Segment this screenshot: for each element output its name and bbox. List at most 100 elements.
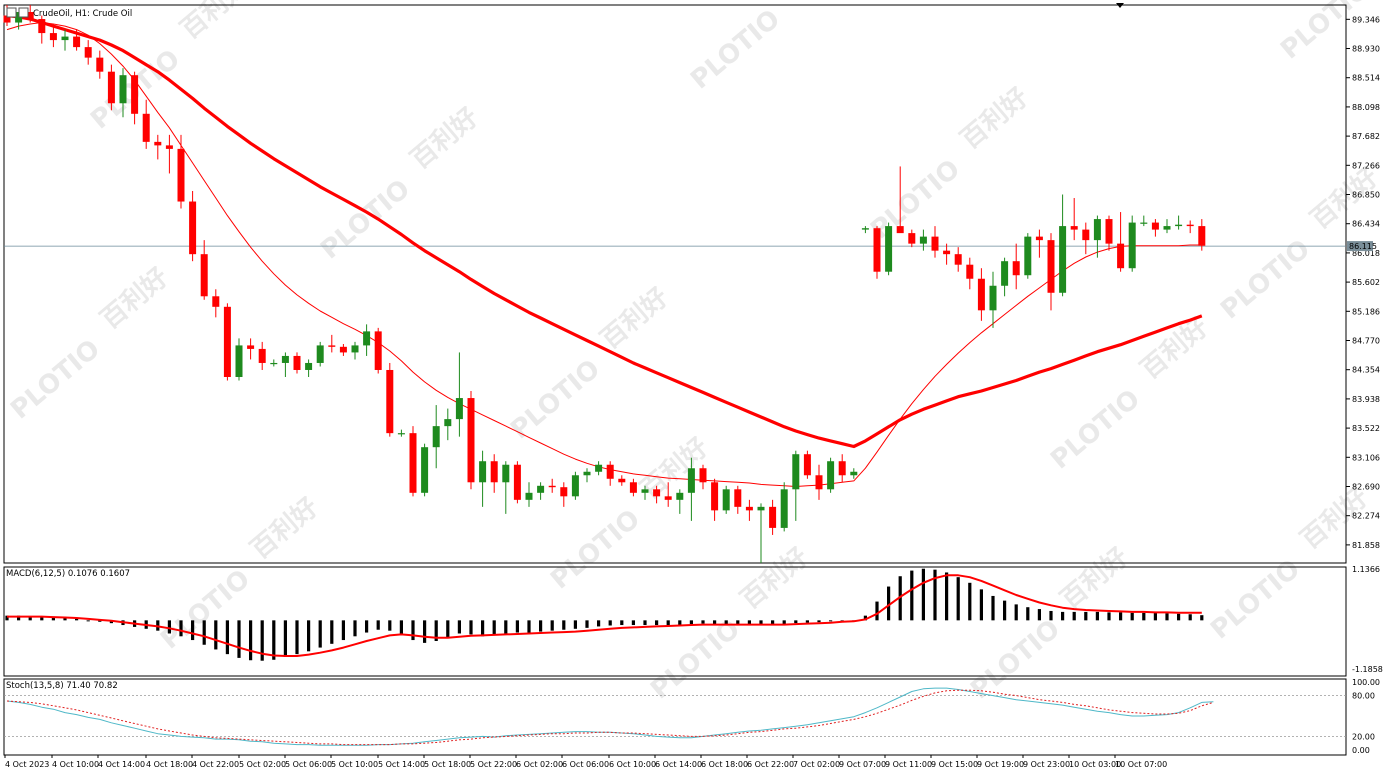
candle-body xyxy=(954,254,962,265)
macd-bar xyxy=(945,572,949,621)
x-tick-label: 7 Oct 02:00 xyxy=(793,760,840,769)
candle-body xyxy=(3,15,11,23)
watermark-brand: PLOTIO xyxy=(315,174,416,265)
watermark-layer: PLOTIO百利好PLOTIO百利好PLOTIO百利好PLOTIO百利好PLOT… xyxy=(5,0,1384,705)
macd-bar xyxy=(921,568,925,621)
y-tick-label: 87.682 xyxy=(1352,132,1380,141)
macd-bar xyxy=(1072,611,1076,621)
watermark-brand: PLOTIO xyxy=(965,614,1066,705)
candle-body xyxy=(966,264,974,279)
x-tick-label: 9 Oct 11:00 xyxy=(885,760,932,769)
x-tick-label: 6 Oct 02:00 xyxy=(516,760,563,769)
macd-bar xyxy=(620,620,624,626)
y-tick-label: 86.018 xyxy=(1352,249,1380,258)
macd-bar xyxy=(75,618,79,621)
candle-body xyxy=(803,454,811,476)
candle-body xyxy=(919,236,927,244)
candle-body xyxy=(537,485,545,493)
candle-body xyxy=(316,345,324,363)
macd-bar xyxy=(817,620,821,623)
macd-bar xyxy=(179,620,183,637)
candle-body xyxy=(154,141,162,146)
candle-body xyxy=(1024,236,1032,276)
macd-bar xyxy=(1188,614,1192,621)
x-tick-label: 4 Oct 18:00 xyxy=(146,760,193,769)
symbol-icon xyxy=(18,7,29,18)
macd-bar xyxy=(829,620,833,622)
candle-body xyxy=(26,12,34,20)
candle-body xyxy=(1105,219,1113,244)
watermark-cn: 百利好 xyxy=(245,492,324,565)
macd-bar xyxy=(504,620,508,634)
candle-body xyxy=(374,331,382,370)
candle-body xyxy=(676,492,684,500)
macd-bar xyxy=(747,620,751,625)
macd-bar xyxy=(214,620,218,650)
candle-body xyxy=(467,398,475,483)
x-tick-label: 10 Oct 07:00 xyxy=(1115,760,1167,769)
macd-bar xyxy=(365,620,369,633)
x-tick-label: 6 Oct 22:00 xyxy=(747,760,794,769)
candle-body xyxy=(1047,240,1055,293)
candle-body xyxy=(687,468,695,493)
macd-bar xyxy=(1107,612,1111,621)
candle-body xyxy=(96,57,104,72)
candle-body xyxy=(513,464,521,500)
candle-body xyxy=(618,478,626,483)
macd-bar xyxy=(481,620,485,637)
macd-bar xyxy=(597,620,601,627)
ma-fast-line xyxy=(6,22,1202,487)
candle-body xyxy=(281,355,289,363)
macd-bar xyxy=(63,617,67,621)
candle-body xyxy=(1140,222,1148,224)
candle-body xyxy=(571,475,579,497)
candle-body xyxy=(490,461,498,483)
candle-body xyxy=(548,485,556,488)
candle-body xyxy=(339,346,347,353)
y-tick-label: 82.690 xyxy=(1352,482,1380,491)
candle-body xyxy=(757,506,765,511)
macd-bar xyxy=(1095,611,1099,621)
candle-body xyxy=(49,33,57,41)
candle-body xyxy=(780,489,788,528)
macd-bar xyxy=(1061,611,1065,621)
x-tick-label: 5 Oct 06:00 xyxy=(285,760,332,769)
macd-bar xyxy=(782,620,786,625)
candles-group xyxy=(3,5,1206,563)
macd-bar xyxy=(979,589,983,621)
candle-body xyxy=(583,471,591,476)
candle-body xyxy=(699,468,707,483)
candle-body xyxy=(560,487,568,497)
candle-body xyxy=(1059,226,1067,293)
macd-bar xyxy=(1084,611,1088,621)
macd-bar xyxy=(353,620,357,637)
macd-bar xyxy=(1177,613,1181,621)
stoch-y-tick-label: 80.00 xyxy=(1352,692,1375,701)
y-tick-label: 86.850 xyxy=(1352,191,1380,200)
stoch-signal-line xyxy=(6,689,1214,746)
macd-bar xyxy=(341,620,345,641)
candle-body xyxy=(873,228,881,272)
watermark-cn: 百利好 xyxy=(405,102,484,175)
watermark-cn: 百利好 xyxy=(175,0,254,45)
watermark-cn: 百利好 xyxy=(95,262,174,335)
macd-bar xyxy=(724,620,728,625)
macd-bar xyxy=(1119,612,1123,621)
y-tick-label: 83.938 xyxy=(1352,395,1380,404)
macd-bar xyxy=(399,620,403,636)
macd-bar xyxy=(678,620,682,626)
watermark-brand: PLOTIO xyxy=(1275,0,1376,65)
macd-bar xyxy=(771,620,775,626)
watermark-cn: 百利好 xyxy=(955,82,1034,155)
macd-bar xyxy=(1014,604,1018,621)
watermark-brand: PLOTIO xyxy=(1215,234,1316,325)
macd-bar xyxy=(28,616,32,621)
candle-body xyxy=(827,461,835,490)
macd-bar xyxy=(411,620,415,641)
chart-title: CrudeOil, H1: Crude Oil xyxy=(33,9,132,19)
chart-icon xyxy=(6,7,17,18)
candle-body xyxy=(258,348,266,363)
x-tick-label: 5 Oct 22:00 xyxy=(470,760,517,769)
x-tick-label: 5 Oct 10:00 xyxy=(331,760,378,769)
